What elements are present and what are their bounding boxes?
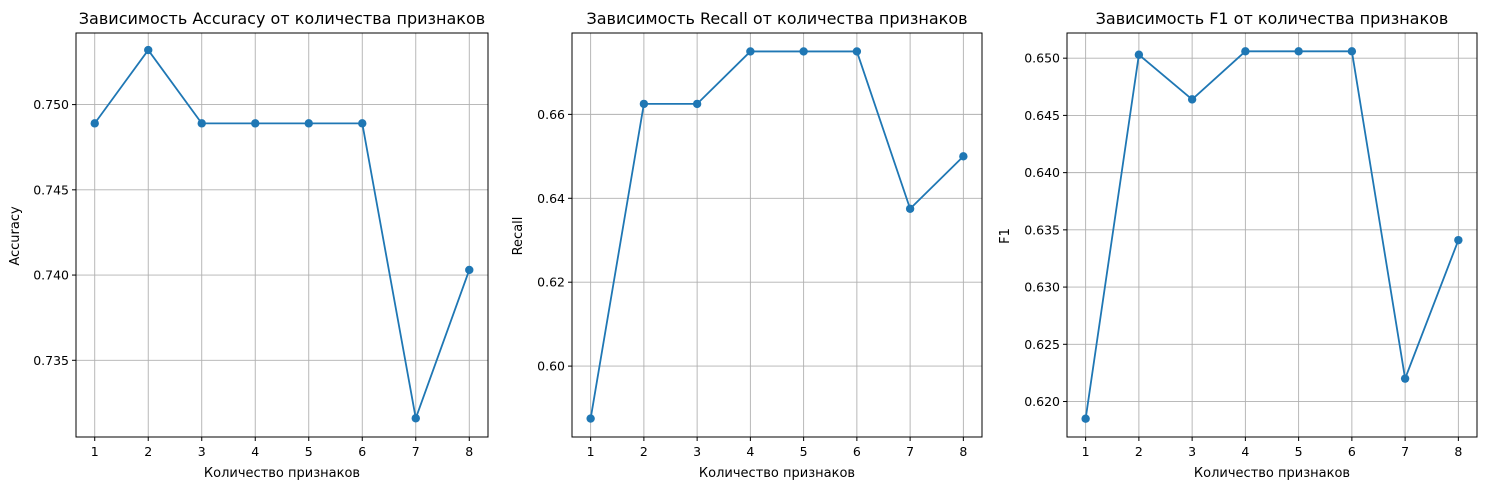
y-tick-label: 0.60 [537,359,565,374]
series-line [589,50,964,419]
y-tick-label: 0.645 [1024,108,1060,123]
f1-panel: Зависимость F1 от количества признаков К… [998,9,1478,481]
y-tick-label: 0.66 [537,107,565,122]
x-tick-label: 3 [693,444,701,459]
data-point [1294,47,1303,56]
x-tick-label: 1 [91,444,99,459]
y-tick-label: 0.62 [537,275,565,290]
y-tick-label: 0.735 [33,353,69,368]
plot-frame [75,32,489,438]
x-tick-label: 2 [640,444,648,459]
y-tick-label: 0.625 [1024,337,1060,352]
recall-panel: Зависимость Recall от количества признак… [511,9,983,481]
data-point [358,119,367,128]
data-point [1134,50,1144,59]
accuracy-panel: Зависимость Accuracy от количества призн… [8,9,489,481]
data-point [852,47,862,56]
data-point [1347,47,1357,56]
data-point [197,119,206,128]
y-tick-label: 0.745 [33,182,69,197]
data-point [90,119,99,128]
x-axis-label: Количество признаков [1194,466,1350,481]
data-point [304,119,313,128]
data-point [692,99,702,109]
x-tick-label: 3 [1188,444,1196,459]
data-point [465,265,474,275]
series-line [1084,50,1460,419]
data-point [1400,374,1410,383]
x-tick-label: 8 [959,444,967,459]
y-tick-label: 0.620 [1024,394,1060,409]
y-axis-label: Accuracy [8,206,23,266]
data-point [144,45,153,55]
series-line [94,48,471,422]
data-point [1081,414,1090,423]
x-tick-label: 6 [853,444,861,459]
data-point [639,99,649,109]
data-point [411,414,420,423]
data-point [1187,95,1197,104]
x-tick-label: 5 [305,444,313,459]
plot-frame [571,32,983,438]
plot-frame [1066,32,1478,438]
x-tick-label: 5 [800,444,808,459]
data-point [905,204,915,213]
x-tick-label: 2 [144,444,152,459]
x-tick-label: 7 [906,444,914,459]
x-axis-label: Количество признаков [699,466,855,481]
x-tick-label: 7 [1401,444,1409,459]
y-axis-label: Recall [511,217,526,256]
chart-title: Зависимость F1 от количества признаков [1096,9,1449,28]
x-tick-label: 1 [1082,444,1090,459]
data-point [959,152,968,161]
chart-title: Зависимость Accuracy от количества призн… [79,9,485,28]
x-tick-label: 6 [1348,444,1356,459]
chart-title: Зависимость Recall от количества признак… [586,9,967,28]
data-point [251,119,260,128]
x-tick-label: 8 [1454,444,1462,459]
x-tick-label: 5 [1295,444,1303,459]
y-tick-label: 0.650 [1024,51,1060,66]
x-tick-label: 3 [198,444,206,459]
x-tick-label: 6 [358,444,366,459]
data-point [799,47,808,56]
x-axis-label: Количество признаков [204,466,360,481]
x-tick-label: 4 [251,444,259,459]
y-tick-label: 0.740 [33,268,69,283]
y-tick-label: 0.635 [1024,222,1060,237]
y-tick-label: 0.630 [1024,280,1060,295]
y-tick-label: 0.64 [537,191,565,206]
y-axis-label: F1 [998,228,1013,244]
data-point [1241,47,1250,56]
data-point [586,414,595,423]
y-tick-label: 0.640 [1024,165,1060,180]
data-point [1454,235,1463,245]
y-tick-label: 0.750 [33,97,69,112]
x-tick-label: 8 [465,444,473,459]
x-tick-label: 1 [587,444,595,459]
data-point [746,47,755,56]
x-tick-label: 4 [1241,444,1249,459]
x-tick-label: 2 [1135,444,1143,459]
x-tick-label: 7 [412,444,420,459]
x-tick-label: 4 [746,444,754,459]
